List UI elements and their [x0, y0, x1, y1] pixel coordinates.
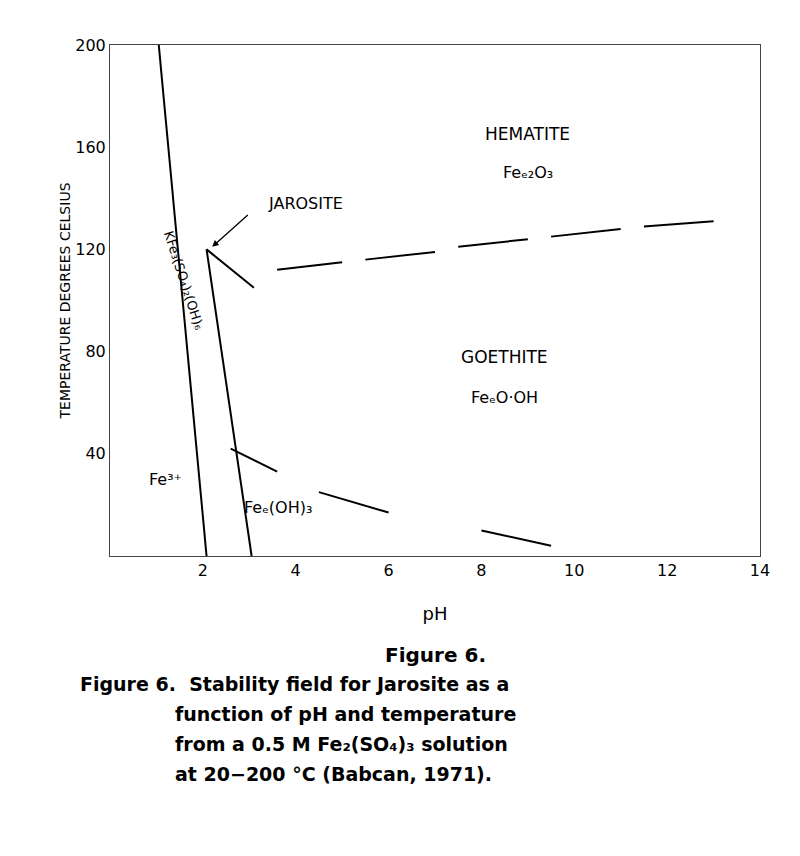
- svg-text:120: 120: [75, 240, 106, 259]
- svg-text:HEMATITE: HEMATITE: [485, 124, 570, 144]
- svg-text:Figure 6.: Figure 6.: [385, 643, 486, 667]
- svg-text:8: 8: [476, 561, 486, 580]
- svg-text:Figure 6. Stability field for: Figure 6. Stability field for Jarosite a…: [80, 673, 509, 695]
- svg-text:14: 14: [750, 561, 770, 580]
- svg-text:Feₑ₂O₃: Feₑ₂O₃: [503, 163, 553, 182]
- svg-text:TEMPERATURE DEGREES CELSIUS: TEMPERATURE DEGREES CELSIUS: [57, 182, 73, 419]
- svg-text:from a 0.5 M Fe₂(SO₄)₃ solutio: from a 0.5 M Fe₂(SO₄)₃ solution: [175, 733, 508, 755]
- svg-text:JAROSITE: JAROSITE: [268, 194, 343, 213]
- svg-text:GOETHITE: GOETHITE: [461, 347, 548, 367]
- svg-text:80: 80: [85, 342, 105, 361]
- svg-text:function of pH and temperature: function of pH and temperature: [175, 703, 516, 725]
- svg-text:200: 200: [75, 36, 106, 55]
- svg-text:2: 2: [198, 561, 208, 580]
- svg-text:Fe³⁺: Fe³⁺: [149, 470, 182, 489]
- svg-text:160: 160: [75, 138, 106, 157]
- svg-text:4: 4: [291, 561, 301, 580]
- svg-text:10: 10: [564, 561, 584, 580]
- svg-text:at 20−200 °C (Babcan, 1971).: at 20−200 °C (Babcan, 1971).: [175, 763, 492, 785]
- svg-text:pH: pH: [423, 603, 448, 624]
- svg-text:KFe₃(SO₄)₂(OH)₆: KFe₃(SO₄)₂(OH)₆: [161, 229, 207, 332]
- svg-text:12: 12: [657, 561, 677, 580]
- svg-text:Feₑ(OH)₃: Feₑ(OH)₃: [244, 498, 312, 517]
- svg-text:6: 6: [383, 561, 393, 580]
- svg-text:40: 40: [85, 444, 105, 463]
- svg-text:FeₑO·OH: FeₑO·OH: [471, 388, 538, 407]
